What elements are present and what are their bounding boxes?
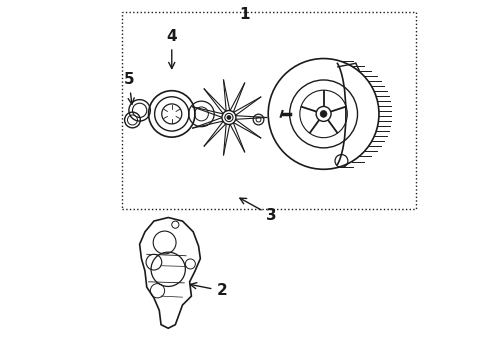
Text: 2: 2	[190, 283, 227, 298]
Circle shape	[320, 111, 327, 117]
Text: 5: 5	[123, 72, 134, 104]
Text: 1: 1	[240, 7, 250, 22]
Circle shape	[227, 116, 231, 119]
Text: 4: 4	[167, 29, 177, 68]
Text: 3: 3	[240, 198, 277, 223]
